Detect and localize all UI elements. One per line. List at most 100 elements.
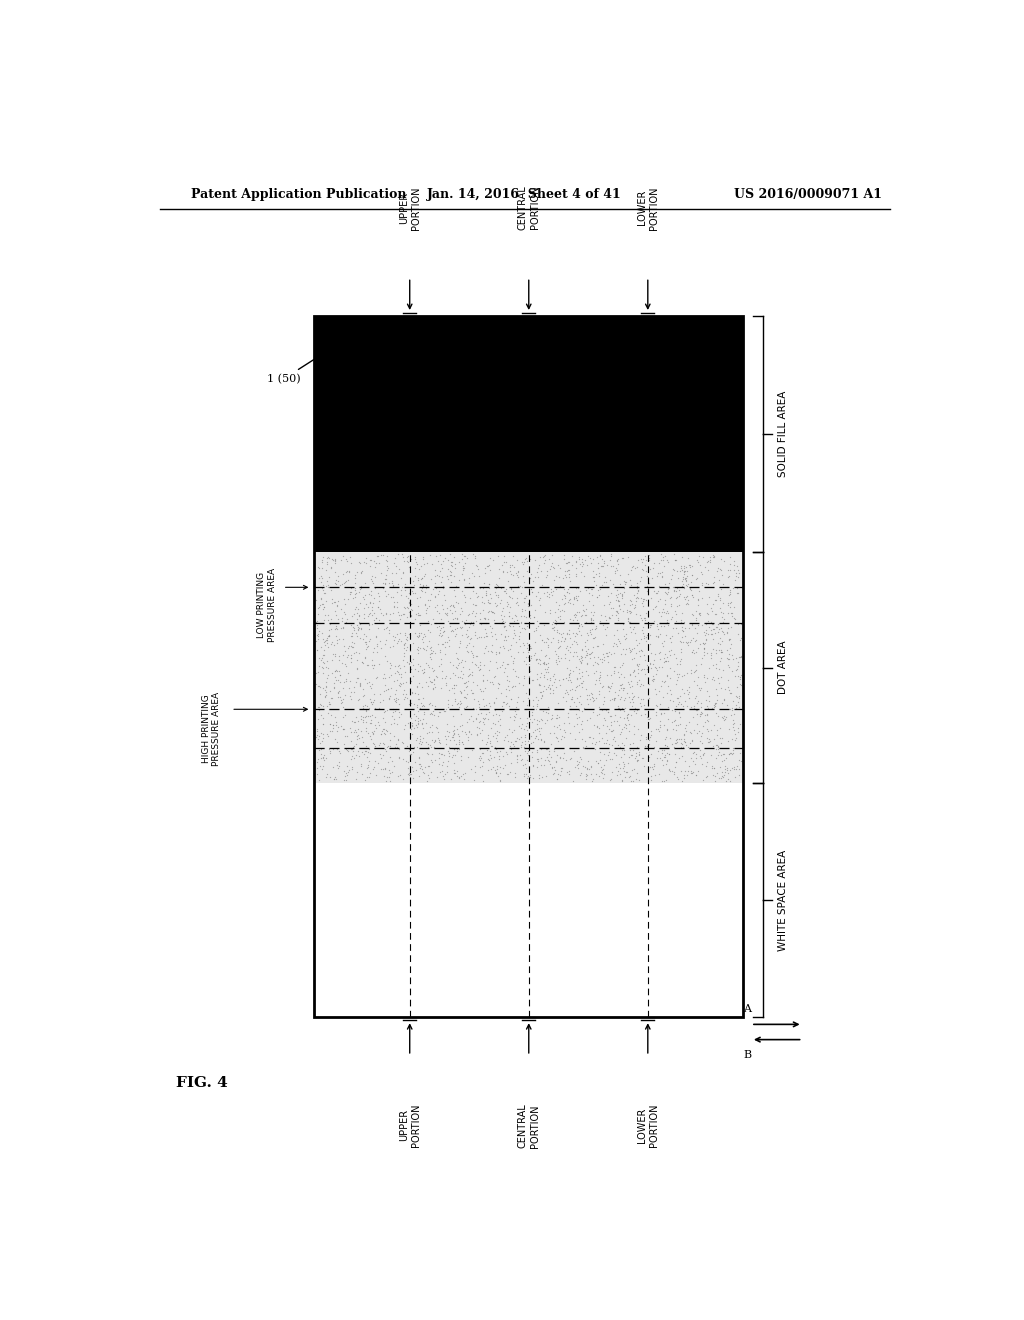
Point: [544, 612, 560, 634]
Point: [383, 562, 399, 583]
Point: [311, 597, 328, 618]
Point: [514, 554, 530, 576]
Point: [347, 597, 364, 618]
Point: [728, 727, 744, 748]
Point: [520, 665, 537, 686]
Point: [354, 726, 371, 747]
Point: [500, 626, 516, 647]
Point: [470, 656, 486, 677]
Point: [590, 553, 606, 574]
Point: [400, 593, 417, 614]
Point: [714, 766, 730, 787]
Point: [415, 694, 431, 715]
Point: [460, 671, 476, 692]
Point: [344, 739, 360, 760]
Point: [553, 647, 569, 668]
Point: [583, 553, 599, 574]
Point: [555, 568, 571, 589]
Point: [537, 545, 553, 566]
Point: [433, 648, 450, 669]
Point: [460, 727, 476, 748]
Point: [573, 718, 590, 739]
Point: [683, 696, 699, 717]
Point: [548, 565, 564, 586]
Point: [471, 659, 487, 680]
Point: [716, 609, 732, 630]
Point: [416, 762, 432, 783]
Point: [589, 586, 605, 607]
Point: [585, 768, 601, 789]
Point: [599, 715, 615, 737]
Point: [444, 594, 461, 615]
Point: [651, 589, 668, 610]
Point: [710, 557, 726, 578]
Point: [338, 770, 354, 791]
Point: [668, 752, 684, 774]
Point: [348, 734, 365, 755]
Point: [560, 713, 577, 734]
Point: [446, 579, 463, 601]
Point: [402, 667, 419, 688]
Point: [622, 664, 638, 685]
Point: [552, 718, 568, 739]
Point: [585, 636, 601, 657]
Point: [727, 609, 743, 630]
Point: [558, 750, 574, 771]
Point: [409, 626, 425, 647]
Point: [731, 764, 748, 785]
Point: [420, 743, 436, 764]
Point: [598, 733, 614, 754]
Point: [381, 603, 397, 624]
Point: [718, 708, 734, 729]
Point: [469, 585, 485, 606]
Point: [556, 611, 572, 632]
Point: [667, 710, 683, 731]
Point: [384, 750, 400, 771]
Point: [410, 595, 426, 616]
Point: [392, 764, 409, 785]
Point: [561, 620, 578, 642]
Point: [702, 647, 719, 668]
Point: [532, 675, 549, 696]
Point: [651, 612, 668, 634]
Point: [398, 585, 415, 606]
Point: [663, 628, 679, 649]
Point: [687, 700, 703, 721]
Point: [546, 672, 562, 693]
Point: [670, 688, 686, 709]
Point: [312, 572, 329, 593]
Point: [591, 681, 607, 702]
Point: [326, 549, 342, 570]
Point: [729, 566, 745, 587]
Point: [695, 632, 712, 653]
Point: [366, 638, 382, 659]
Point: [519, 639, 536, 660]
Point: [714, 693, 730, 714]
Point: [436, 589, 453, 610]
Point: [461, 721, 477, 742]
Point: [690, 614, 707, 635]
Point: [514, 618, 530, 639]
Point: [463, 705, 479, 726]
Point: [397, 623, 414, 644]
Point: [571, 675, 588, 696]
Point: [707, 771, 723, 792]
Point: [392, 585, 409, 606]
Point: [615, 601, 632, 622]
Point: [435, 598, 452, 619]
Point: [391, 655, 408, 676]
Point: [567, 552, 584, 573]
Point: [422, 643, 438, 664]
Point: [685, 751, 701, 772]
Point: [694, 614, 711, 635]
Point: [477, 585, 494, 606]
Point: [626, 660, 642, 681]
Point: [549, 554, 565, 576]
Point: [346, 747, 362, 768]
Point: [579, 710, 595, 731]
Point: [525, 722, 542, 743]
Point: [544, 675, 560, 696]
Point: [327, 727, 343, 748]
Point: [633, 628, 649, 649]
Point: [519, 647, 536, 668]
